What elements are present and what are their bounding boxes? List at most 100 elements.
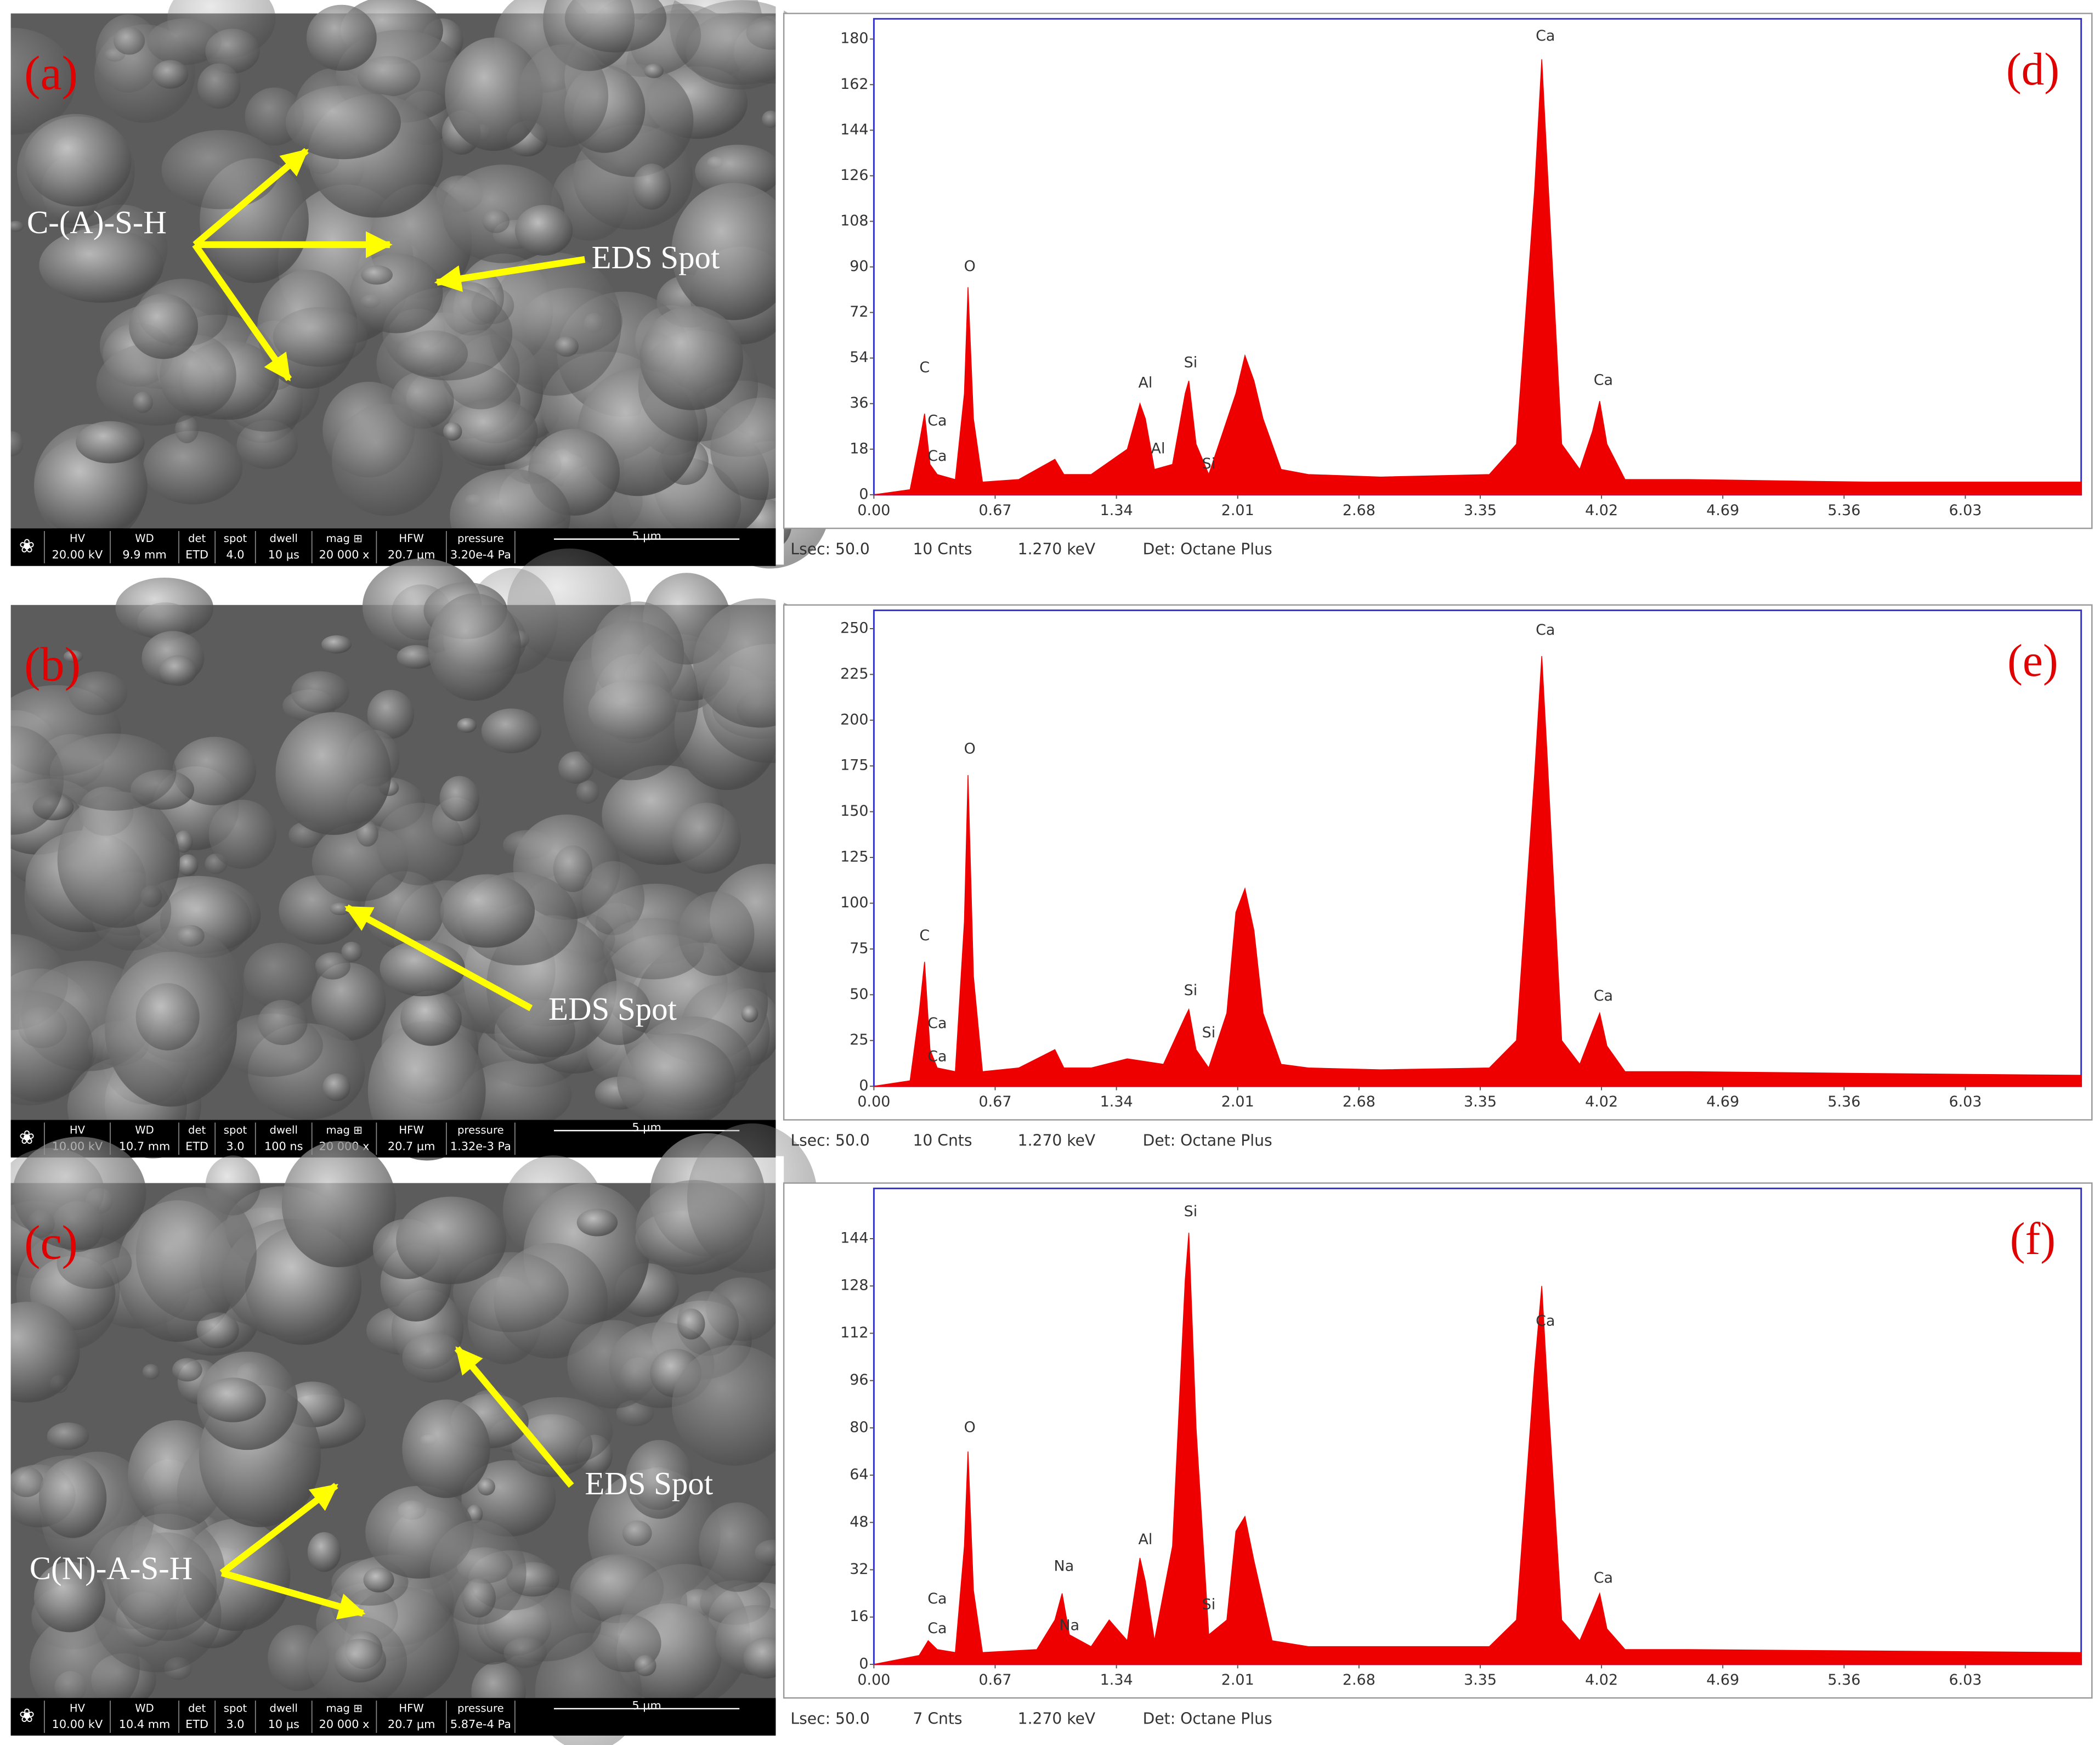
texture (622, 1520, 652, 1546)
texture (402, 1399, 490, 1498)
texture (396, 1196, 507, 1284)
y-tick-label: 80 (850, 1419, 868, 1436)
texture (177, 854, 199, 876)
info-header: dwell (270, 532, 298, 545)
texture (76, 421, 145, 464)
texture (116, 1532, 217, 1641)
peak-label: O (964, 741, 976, 758)
annotation: C-(A)-S-H (27, 205, 167, 240)
peak-label: Si (1202, 455, 1216, 472)
icon: ❀ (19, 1127, 35, 1149)
texture (554, 336, 579, 357)
peak-label: Si (1202, 1024, 1216, 1041)
panel-label: (c) (24, 1216, 78, 1270)
texture (632, 163, 671, 210)
peak-label: Si (1184, 1203, 1198, 1220)
y-tick-label: 96 (850, 1371, 868, 1388)
info-header: HV (70, 1124, 86, 1137)
texture (0, 1302, 80, 1403)
info-bar (10, 1120, 776, 1158)
texture (0, 726, 64, 835)
info-header: spot (224, 1124, 247, 1137)
peak-label: Al (1138, 1531, 1152, 1548)
texture (68, 671, 128, 715)
info-value: 20.7 μm (388, 548, 435, 561)
y-tick-label: 125 (840, 849, 868, 866)
info-header: HFW (399, 1124, 423, 1137)
y-tick-label: 16 (850, 1608, 868, 1625)
texture (63, 650, 83, 663)
footer-text: Det: Octane Plus (1143, 1709, 1272, 1727)
x-tick-label: 3.35 (1464, 1093, 1497, 1110)
y-tick-label: 54 (850, 349, 868, 366)
peak-label: Ca (1536, 622, 1555, 639)
texture (143, 431, 243, 505)
texture (397, 330, 468, 377)
clip-cover (0, 578, 11, 1156)
panel-label: (e) (2007, 636, 2058, 686)
texture (672, 1345, 797, 1466)
peak-label: C (919, 359, 930, 376)
texture (443, 422, 462, 441)
texture (515, 205, 573, 256)
texture (361, 265, 393, 285)
x-tick-label: 2.68 (1343, 502, 1376, 519)
y-tick-label: 112 (840, 1324, 868, 1341)
texture (129, 293, 199, 359)
texture (39, 228, 164, 303)
footer-text: Det: Octane Plus (1143, 1132, 1272, 1150)
info-value: 4.0 (226, 548, 244, 561)
footer-text: 10 Cnts (913, 1132, 972, 1150)
footer-text: Lsec: 50.0 (790, 1132, 869, 1150)
y-tick-label: 200 (840, 711, 868, 728)
texture (205, 29, 260, 74)
y-tick-label: 75 (850, 940, 868, 957)
spectrum-frame (783, 604, 2093, 1121)
texture (9, 1466, 44, 1498)
texture (285, 85, 401, 160)
texture (445, 37, 543, 151)
spectrum-frame (783, 13, 2093, 529)
info-header: det (188, 1124, 206, 1137)
footer-text: 10 Cnts (913, 540, 972, 558)
x-tick-label: 4.02 (1585, 1093, 1618, 1110)
texture (322, 1073, 350, 1102)
texture (429, 1520, 527, 1625)
texture (332, 403, 443, 516)
y-tick-label: 250 (840, 619, 868, 636)
clip-cover (0, 1156, 11, 1735)
x-tick-label: 4.69 (1706, 502, 1739, 519)
peak-label: Na (1054, 1558, 1074, 1575)
texture (462, 1060, 572, 1130)
info-value: 5.87e-4 Pa (450, 1718, 511, 1731)
texture (380, 940, 465, 997)
texture (695, 144, 782, 198)
peak-label: Si (1184, 982, 1198, 999)
spectrum (874, 656, 2082, 1087)
y-tick-label: 108 (840, 212, 868, 229)
arrow (193, 148, 309, 247)
annotation: C(N)-A-S-H (30, 1550, 193, 1586)
texture (397, 645, 435, 669)
info-value: 10.00 kV (52, 1718, 103, 1731)
x-tick-label: 5.36 (1827, 1093, 1860, 1110)
y-tick-label: 126 (840, 167, 868, 184)
texture (152, 60, 189, 89)
icon: ❀ (19, 535, 35, 557)
texture (576, 780, 599, 804)
info-header: spot (224, 1702, 247, 1714)
info-header: pressure (457, 1702, 504, 1714)
texture (678, 891, 755, 976)
texture (481, 708, 542, 754)
texture (135, 983, 200, 1051)
texture (489, 252, 621, 396)
info-value: 3.0 (226, 1718, 244, 1731)
clip-cover (776, 1156, 784, 1735)
texture (113, 27, 145, 55)
panel-label: (d) (2006, 44, 2059, 95)
peak-label: Al (1138, 374, 1152, 391)
peak-label: C (919, 927, 930, 944)
clip-cover (776, 0, 784, 565)
